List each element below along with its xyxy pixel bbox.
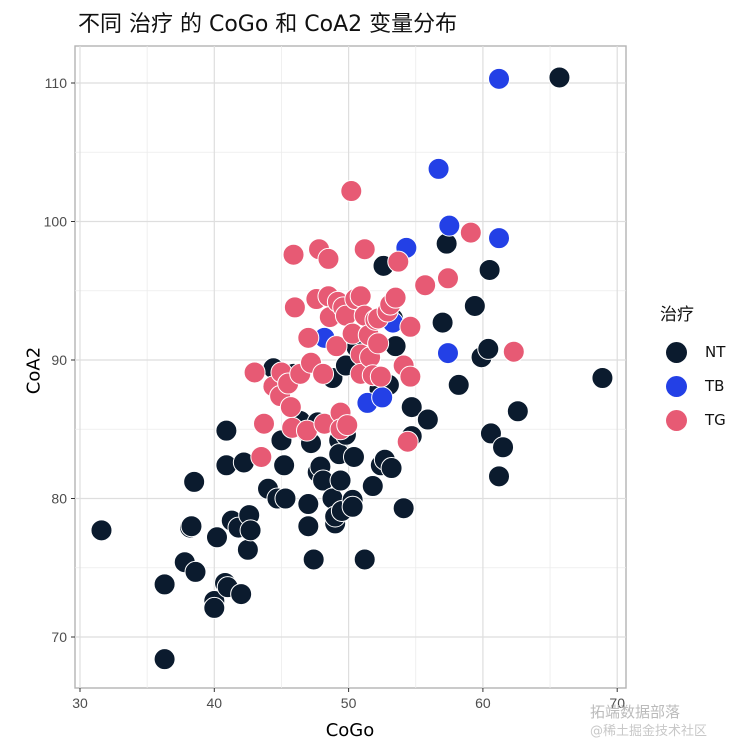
legend-label: NT [705, 343, 726, 361]
chart-title: 不同 治疗 的 CoGo 和 CoA2 变量分布 [78, 12, 458, 37]
legend-dot-icon [666, 409, 687, 431]
svg-text:40: 40 [207, 695, 223, 711]
x-axis-label: CoGo [325, 720, 375, 741]
legend: 治疗 NT TB TG [660, 300, 726, 437]
svg-text:70: 70 [609, 695, 625, 711]
watermark-line2: @稀土掘金技术社区 [590, 724, 708, 739]
legend-label: TG [705, 411, 726, 429]
legend-item-nt: NT [660, 335, 726, 369]
legend-label: TB [705, 377, 725, 395]
legend-dot-icon [666, 341, 687, 363]
svg-text:90: 90 [51, 352, 67, 368]
svg-text:110: 110 [45, 75, 68, 91]
svg-text:100: 100 [44, 214, 68, 230]
watermark: 拓端数据部落 @稀土掘金技术社区 [590, 702, 707, 742]
y-axis-label: CoA2 [23, 346, 45, 395]
legend-title: 治疗 [660, 305, 694, 325]
legend-item-tg: TG [660, 403, 726, 437]
data-points [90, 66, 614, 671]
svg-text:30: 30 [72, 695, 88, 711]
watermark-line1: 拓端数据部落 [590, 703, 681, 721]
axis-ticks: 30 40 50 60 70 70 80 90 100 110 [44, 75, 626, 711]
legend-item-tb: TB [660, 369, 726, 403]
svg-text:80: 80 [51, 491, 67, 507]
svg-text:50: 50 [341, 695, 357, 711]
svg-text:70: 70 [51, 629, 67, 645]
legend-dot-icon [666, 375, 687, 397]
svg-text:60: 60 [475, 695, 491, 711]
